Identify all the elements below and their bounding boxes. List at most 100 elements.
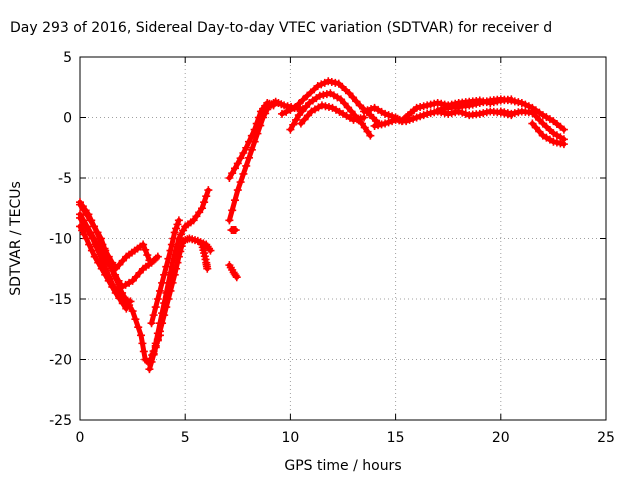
data-point [301, 103, 310, 112]
data-point [535, 115, 544, 124]
data-point [322, 90, 331, 99]
data-point [433, 106, 442, 115]
data-point [118, 256, 127, 265]
data-point [353, 115, 362, 124]
data-point [552, 138, 561, 147]
data-point [320, 78, 329, 87]
data-point [176, 230, 185, 239]
data-point [166, 246, 175, 255]
data-point [507, 96, 516, 105]
data-point [97, 234, 106, 243]
data-point [102, 266, 111, 275]
data-point [472, 99, 481, 108]
data-point [87, 246, 96, 255]
data-point [80, 230, 89, 239]
series-track-9 [198, 240, 212, 273]
data-point [507, 109, 516, 118]
data-point [179, 226, 188, 235]
data-point [269, 101, 278, 110]
data-point [510, 109, 519, 118]
series-line [77, 202, 163, 366]
series-track-1 [76, 198, 154, 273]
data-point [377, 120, 386, 129]
data-point [99, 258, 108, 267]
data-point [348, 93, 357, 102]
data-point [412, 113, 421, 122]
data-point [169, 234, 178, 243]
series-track-7 [149, 186, 213, 358]
data-point [433, 98, 442, 107]
data-point [158, 309, 167, 318]
data-point [556, 139, 565, 148]
data-point [461, 109, 470, 118]
data-point [286, 125, 295, 134]
data-point [114, 280, 123, 289]
y-tick-label: -25 [49, 413, 72, 429]
data-point [289, 120, 298, 129]
data-point [366, 131, 375, 140]
data-point [319, 90, 328, 99]
data-point [549, 137, 558, 146]
data-point [115, 290, 124, 299]
data-point [239, 169, 248, 178]
data-point [203, 264, 212, 273]
data-point [230, 196, 239, 205]
data-point [416, 112, 425, 121]
data-point [128, 276, 137, 285]
data-point [153, 329, 162, 338]
data-point [280, 101, 289, 110]
data-point [162, 288, 171, 297]
data-point [225, 216, 234, 225]
x-tick-label: 15 [387, 430, 405, 446]
data-point [384, 111, 393, 120]
data-point [145, 365, 154, 374]
data-point [412, 103, 421, 112]
y-tick-label: -15 [49, 292, 72, 308]
data-point [535, 127, 544, 136]
data-point [206, 246, 215, 255]
data-point [381, 119, 390, 128]
data-point [374, 121, 383, 130]
data-point [198, 204, 207, 213]
data-point [242, 161, 251, 170]
data-point [225, 174, 234, 182]
data-point [465, 101, 474, 110]
data-point [294, 99, 303, 108]
data-point [151, 339, 160, 348]
data-point [559, 125, 568, 134]
y-tick-label: 5 [63, 50, 72, 66]
axis-ticks: 0 5 10 15 20 25 5 0 -5 -10 -15 -20 -25 [49, 50, 615, 446]
y-tick-label: -20 [49, 353, 72, 369]
data-point [131, 315, 140, 324]
data-point [232, 273, 241, 282]
data-point [112, 286, 121, 295]
data-point [423, 109, 432, 118]
data-point [357, 119, 366, 128]
data-point [135, 268, 144, 277]
data-point [164, 254, 173, 263]
data-point [126, 297, 135, 306]
data-point [517, 98, 526, 107]
data-point [167, 240, 176, 249]
data-point [138, 339, 147, 348]
data-point [192, 212, 201, 221]
series-track-13 [225, 98, 278, 182]
series-track-16 [296, 101, 369, 128]
data-point [93, 228, 102, 237]
y-tick-label: 0 [63, 111, 72, 127]
data-point [104, 254, 113, 263]
data-point [409, 114, 418, 123]
data-point [475, 109, 484, 118]
data-point [290, 103, 299, 112]
data-point [405, 115, 414, 124]
series-track-21 [528, 119, 568, 149]
data-point [315, 91, 324, 100]
data-point [521, 100, 530, 109]
data-point [340, 99, 349, 108]
data-point [503, 109, 512, 118]
data-point [84, 227, 93, 236]
data-point [356, 114, 365, 123]
data-point [345, 89, 354, 98]
data-point [151, 303, 160, 312]
